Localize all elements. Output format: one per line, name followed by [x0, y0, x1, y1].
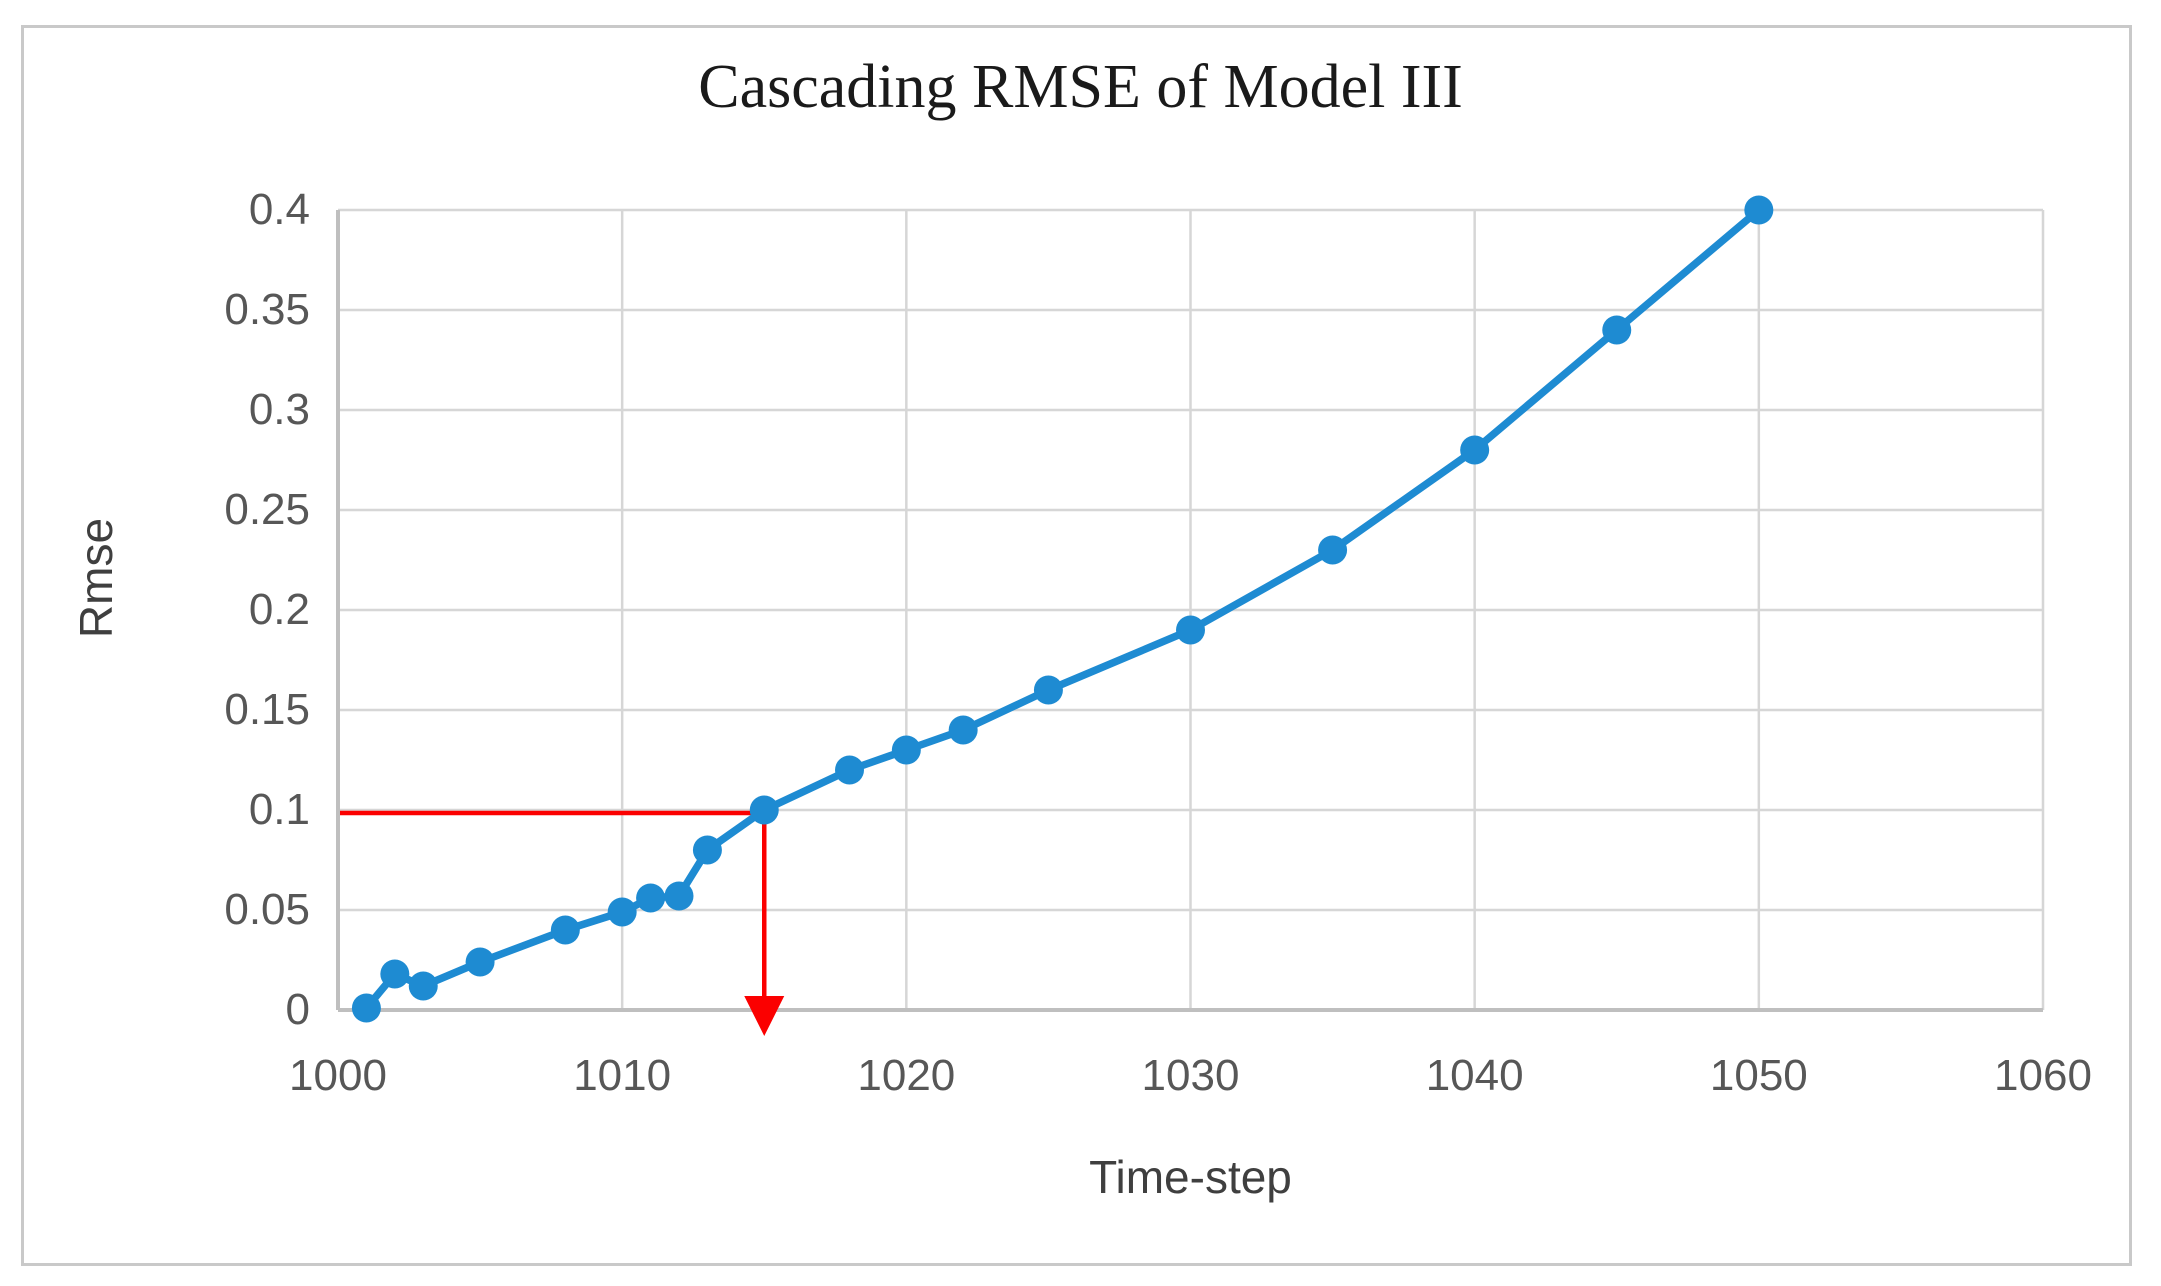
x-tick-label: 1030 — [1141, 1051, 1240, 1100]
x-tick-label: 1010 — [573, 1051, 672, 1100]
data-point-marker — [636, 883, 666, 913]
y-tick-label: 0 — [285, 985, 310, 1034]
data-point-marker — [607, 897, 637, 927]
y-tick-label: 0.2 — [248, 585, 310, 634]
arrowhead-down-icon — [744, 996, 785, 1036]
data-point-marker — [1176, 615, 1205, 645]
data-point-marker — [550, 915, 580, 945]
data-point-marker — [692, 835, 722, 865]
data-point-marker — [1602, 315, 1632, 345]
chart-title: Cascading RMSE of Model III — [698, 53, 1463, 121]
data-point-marker — [1460, 435, 1490, 465]
y-tick-label: 0.3 — [248, 385, 310, 434]
data-point-marker — [1033, 675, 1063, 705]
data-point-marker — [408, 971, 438, 1001]
x-tick-label: 1060 — [1994, 1051, 2092, 1100]
y-tick-label: 0.1 — [248, 785, 310, 834]
rmse-series — [351, 195, 1774, 1023]
data-point-marker — [749, 795, 779, 825]
data-point-marker — [1318, 535, 1348, 565]
annotation-arrow — [340, 810, 785, 1036]
x-tick-label: 1000 — [289, 1051, 387, 1100]
data-point-marker — [948, 715, 978, 745]
y-tick-label: 0.35 — [224, 285, 310, 334]
y-tick-label: 0.25 — [224, 485, 310, 534]
figure-border — [21, 25, 2132, 1266]
y-tick-label: 0.05 — [224, 885, 310, 934]
data-point-marker — [891, 735, 921, 765]
x-tick-label: 1040 — [1425, 1051, 1524, 1100]
data-point-marker — [380, 959, 410, 989]
y-tick-label: 0.4 — [248, 185, 310, 234]
data-point-marker — [465, 947, 495, 977]
gridlines — [336, 208, 2045, 1012]
y-tick-label: 0.15 — [224, 685, 310, 734]
data-point-marker — [835, 755, 864, 785]
y-axis-title: Rmse — [70, 517, 122, 639]
data-point-marker — [351, 993, 381, 1023]
data-point-marker — [1744, 195, 1774, 225]
x-tick-label: 1050 — [1709, 1051, 1808, 1100]
x-tick-label: 1020 — [857, 1051, 956, 1100]
axis-lines — [336, 210, 2043, 1012]
data-point-marker — [664, 881, 694, 911]
x-axis-title: Time-step — [1089, 1151, 1292, 1203]
